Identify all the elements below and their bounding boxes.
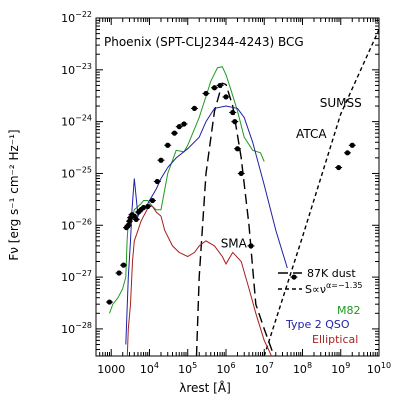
x-tick-label-mantissa: 10 [331,363,345,376]
x-tick-label: 109 [331,361,350,376]
data-point [158,157,164,163]
y-tick-label-mantissa: 10 [61,271,75,284]
data-point [154,178,160,185]
x-tick-label: 1000 [97,363,125,376]
x-tick-label-mantissa: 10 [216,363,230,376]
y-tick-label-mantissa: 10 [61,116,75,129]
y-tick-label-mantissa: 10 [61,219,75,232]
y-axis-title: Fν [erg s⁻¹ cm⁻² Hz⁻¹] [7,129,21,260]
x-tick-label: 104 [140,361,159,376]
series-line-elliptical [126,203,273,356]
data-point [238,170,244,177]
data-point [232,119,238,125]
data-point [171,130,178,136]
data-point [248,243,254,249]
y-tick-label-mantissa: 10 [61,12,75,25]
x-tick-label: 108 [293,361,312,376]
y-tick-label-exponent: −25 [75,165,92,174]
y-tick-label: 10−22 [61,10,92,25]
data-point [106,299,113,305]
x-tick-label: 105 [178,361,197,376]
y-tick-label-exponent: −28 [75,321,92,330]
data-point [181,121,187,127]
x-tick-label-mantissa: 10 [140,363,154,376]
x-tick-label-exponent: 5 [192,361,197,370]
y-tick-label-mantissa: 10 [61,167,75,180]
annotation-sumss: SUMSS [320,96,362,110]
y-tick-label-mantissa: 10 [61,323,75,336]
y-tick-label-exponent: −26 [75,217,92,226]
annotation-sma: SMA [221,237,248,251]
y-tick-label: 10−24 [61,114,92,129]
x-tick-label-mantissa: 1000 [97,363,125,376]
x-tick-label-exponent: 4 [154,361,159,370]
data-point [217,82,223,89]
chart-marks: 1000 104 105 106 107 108 109 101010−2210−2310−2… [61,10,391,376]
data-point [230,109,236,116]
data-point [176,124,182,130]
data-point [344,150,351,156]
data-point [125,222,131,228]
data-point [211,85,218,91]
series-line-type-2-qso [125,105,288,345]
data-point [223,94,229,100]
data-point [149,197,156,204]
series-line-m82 [109,66,265,314]
x-tick-label-mantissa: 10 [255,363,269,376]
data-point [291,274,297,280]
chart-title-group: Phoenix (SPT-CLJ2344-4243) BCG [104,35,304,49]
data-point [203,90,209,97]
data-point [116,270,122,276]
annotations-group: SUMSS ATCA SMA [221,96,362,250]
data-point [234,146,241,152]
annotation-atca: ATCA [296,127,327,141]
y-tick-label-exponent: −24 [75,114,92,123]
data-point [349,142,355,148]
legend-m82-label: M82 [337,304,361,317]
legend-power-law-exponent: α=−1.35 [326,281,363,290]
y-tick-label-exponent: −27 [75,269,92,278]
data-point [120,262,127,268]
y-tick-label-exponent: −23 [75,62,92,71]
x-tick-label-exponent: 8 [307,361,312,370]
y-tick-label: 10−28 [61,321,92,336]
data-points-group [105,82,356,305]
x-tick-label-exponent: 7 [269,361,274,370]
data-point [133,216,139,222]
legend-power-law-label: S∝να=−1.35 [305,281,363,296]
legend-dust-label: 87K dust [307,267,356,280]
chart-title: Phoenix (SPT-CLJ2344-4243) BCG [104,35,304,49]
data-point [145,203,151,210]
y-tick-label: 10−25 [61,165,92,180]
y-tick-label: 10−23 [61,62,92,77]
data-point [165,142,171,148]
x-tick-label: 106 [216,361,235,376]
x-axis-title: λrest [Å] [179,380,231,395]
series-line-s-1-35 [263,29,379,356]
y-axis-title-group: Fν [erg s⁻¹ cm⁻² Hz⁻¹] [7,129,21,260]
x-tick-label: 107 [255,361,274,376]
x-axis-title-group: λrest [Å] [179,380,231,395]
y-tick-label-exponent: −22 [75,10,92,19]
legend-elliptical-label: Elliptical [312,333,358,346]
data-point [336,164,342,171]
x-tick-label: 1010 [367,361,391,376]
legend-power-law-prefix: S∝ν [305,283,326,296]
x-tick-label-mantissa: 10 [178,363,192,376]
x-tick-label-exponent: 9 [345,361,350,370]
x-tick-label-mantissa: 10 [367,363,381,376]
y-tick-label-mantissa: 10 [61,64,75,77]
series-group [109,29,379,356]
x-tick-label-mantissa: 10 [293,363,307,376]
series-line-87k-dust [195,82,275,356]
legend-qso-label: Type 2 QSO [285,318,350,331]
x-tick-label-exponent: 10 [381,361,391,370]
data-point [191,105,198,112]
y-tick-label: 10−26 [61,217,92,232]
y-tick-label: 10−27 [61,269,92,284]
legend: 87K dust S∝να=−1.35 M82 Type 2 QSO Ellip… [278,267,363,346]
x-tick-label-exponent: 6 [230,361,235,370]
